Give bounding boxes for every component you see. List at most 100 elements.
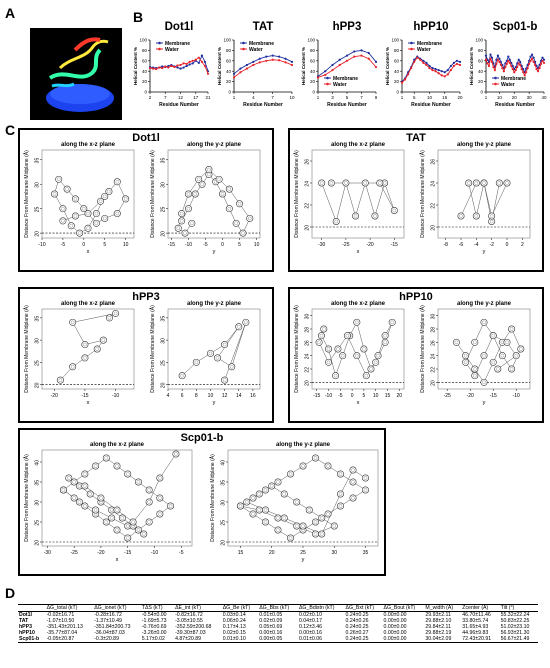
membrane-legend-marker — [410, 41, 413, 45]
residue-point-inner — [147, 520, 151, 524]
residue-point — [339, 352, 347, 360]
residue-point-inner — [472, 340, 477, 345]
x-axis-label: Residue Number — [327, 102, 367, 108]
residue-point — [92, 210, 100, 218]
membrane-legend-marker — [494, 76, 497, 80]
plane-subtitle: along the x-z plane — [331, 301, 386, 307]
residue-point — [324, 510, 332, 518]
table-cell: 56.93±21.30 — [500, 630, 530, 636]
x-axis-label: x — [116, 557, 119, 563]
residue-point-inner — [326, 347, 331, 351]
residue-point — [330, 522, 338, 530]
residue-point-inner — [215, 356, 220, 360]
residue-point — [118, 514, 126, 522]
water-data-point — [367, 57, 370, 60]
residue-point-inner — [147, 500, 151, 504]
residue-point-inner — [237, 201, 242, 206]
residue-point-inner — [392, 208, 397, 213]
residue-point — [336, 470, 344, 478]
residue-point-inner — [109, 516, 114, 520]
residue-point — [156, 494, 164, 502]
x-tick-label: 30 — [331, 550, 337, 556]
residue-point — [69, 318, 77, 326]
y-tick-label: 26 — [305, 159, 311, 165]
x-tick-label: -5 — [179, 550, 184, 556]
residue-point — [239, 229, 247, 237]
y-tick-label: 28 — [305, 327, 311, 333]
residue-point-inner — [95, 347, 99, 351]
residue-point — [84, 210, 92, 218]
x-axis-label: y — [483, 249, 486, 255]
residue-point-inner — [321, 327, 326, 331]
plane-subtitle: along the x-z plane — [61, 301, 116, 307]
residue-point — [372, 358, 380, 366]
water-series-line — [233, 59, 293, 78]
residue-point — [134, 526, 142, 534]
x-tick-label: -2 — [489, 242, 494, 248]
residue-point — [178, 372, 186, 380]
water-data-point — [455, 62, 459, 66]
y-tick-label: 35 — [161, 158, 167, 164]
residue-point-inner — [509, 367, 514, 371]
membrane-data-point — [278, 55, 281, 58]
residue-point-inner — [332, 524, 337, 528]
residue-point — [462, 358, 470, 366]
table-cell: 0.24±0.25 — [345, 612, 369, 618]
table-cell: 29.93±2.11 — [425, 612, 451, 618]
water-data-point — [504, 65, 507, 69]
table-cell: 0.26±0.27 — [345, 630, 369, 636]
water-data-point — [452, 64, 455, 68]
position-box-title: hPP10 — [399, 291, 433, 303]
water-data-point — [431, 69, 434, 72]
residue-point-inner — [238, 504, 243, 508]
table-cell: 0.01±0.05 — [259, 612, 283, 618]
x-tick-label: -5 — [61, 242, 66, 248]
table-header-cell: ΔG_Be (kT) — [221, 604, 259, 612]
x-tick-label: 30 — [527, 95, 533, 100]
water-data-point — [290, 63, 294, 67]
table-header-row: ΔG_total (kT) ΔG_ionet (kT) TΔS (kT) ΔE_… — [18, 604, 538, 612]
table-cell: 30.04±2.09 — [424, 636, 462, 643]
residue-point-inner — [244, 320, 248, 325]
residue-point-inner — [377, 181, 382, 185]
water-data-point — [516, 65, 519, 69]
residue-point — [315, 338, 323, 346]
residue-point — [465, 179, 473, 187]
water-legend-label: Water — [249, 47, 263, 53]
y-tick-label: 40 — [35, 460, 41, 466]
residue-point — [225, 205, 233, 213]
membrane-data-point — [541, 56, 544, 59]
residue-point — [471, 365, 479, 373]
residue-point — [503, 338, 511, 346]
table-cell: -0.82±16.72 — [175, 612, 203, 618]
water-data-point — [360, 54, 363, 57]
table-cell: hPP10 — [19, 630, 35, 636]
residue-point-inner — [72, 496, 76, 500]
residue-point-inner — [93, 464, 98, 468]
water-data-point — [158, 66, 161, 69]
residue-point — [334, 345, 342, 353]
y-axis-label: Distance From Membrane Midplane (Å) — [419, 305, 426, 393]
residue-point — [228, 363, 236, 371]
membrane-data-point — [519, 60, 522, 63]
y-tick-label: 30 — [161, 182, 167, 188]
residue-point — [140, 530, 148, 538]
membrane-data-point — [167, 64, 170, 68]
residue-point — [69, 363, 77, 371]
y-axis-label: Distance From Membrane Midplane (Å) — [293, 150, 300, 238]
y-tick-label: 25 — [35, 206, 41, 212]
membrane-data-point — [529, 55, 532, 58]
residue-point-inner — [307, 508, 312, 512]
y-tick-label: 24 — [431, 181, 437, 187]
residue-point-inner — [193, 192, 198, 196]
position-box-dot1l: Dot1l — [18, 128, 274, 272]
y-axis-label: Distance From Membrane Midplane (Å) — [23, 150, 30, 238]
x-tick-label: 16 — [250, 393, 256, 399]
residue-point-inner — [73, 214, 78, 218]
water-data-point — [519, 63, 522, 67]
residue-point-inner — [236, 324, 241, 329]
y-tick-label: 24 — [305, 181, 311, 187]
x-tick-label: -5 — [203, 242, 208, 248]
x-axis-label: y — [213, 249, 216, 255]
x-tick-label: 1 — [233, 95, 236, 100]
